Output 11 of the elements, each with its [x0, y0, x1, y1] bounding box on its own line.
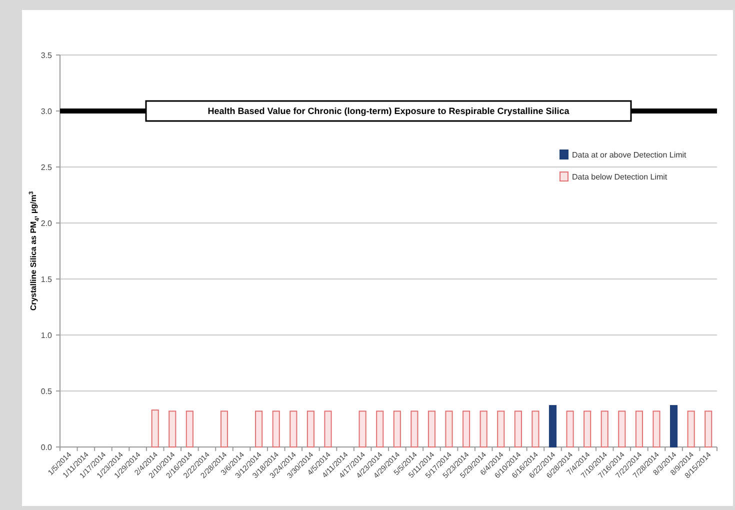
ref-line-label: Health Based Value for Chronic (long-term) Exposure to Respirable Crystalline Silica — [208, 106, 570, 116]
y-tick-label: 2.5 — [40, 162, 53, 172]
legend-label: Data below Detection Limit — [572, 172, 668, 182]
y-tick-label: 1.5 — [40, 274, 53, 284]
legend-label: Data at or above Detection Limit — [572, 150, 688, 160]
y-tick-label: 3.0 — [40, 106, 53, 116]
y-tick-label: 0.5 — [40, 386, 53, 396]
y-tick-label: 0.0 — [40, 442, 53, 452]
y-tick-label: 2.0 — [40, 218, 53, 228]
y-tick-label: 3.5 — [40, 50, 53, 60]
y-tick-label: 1.0 — [40, 330, 53, 340]
